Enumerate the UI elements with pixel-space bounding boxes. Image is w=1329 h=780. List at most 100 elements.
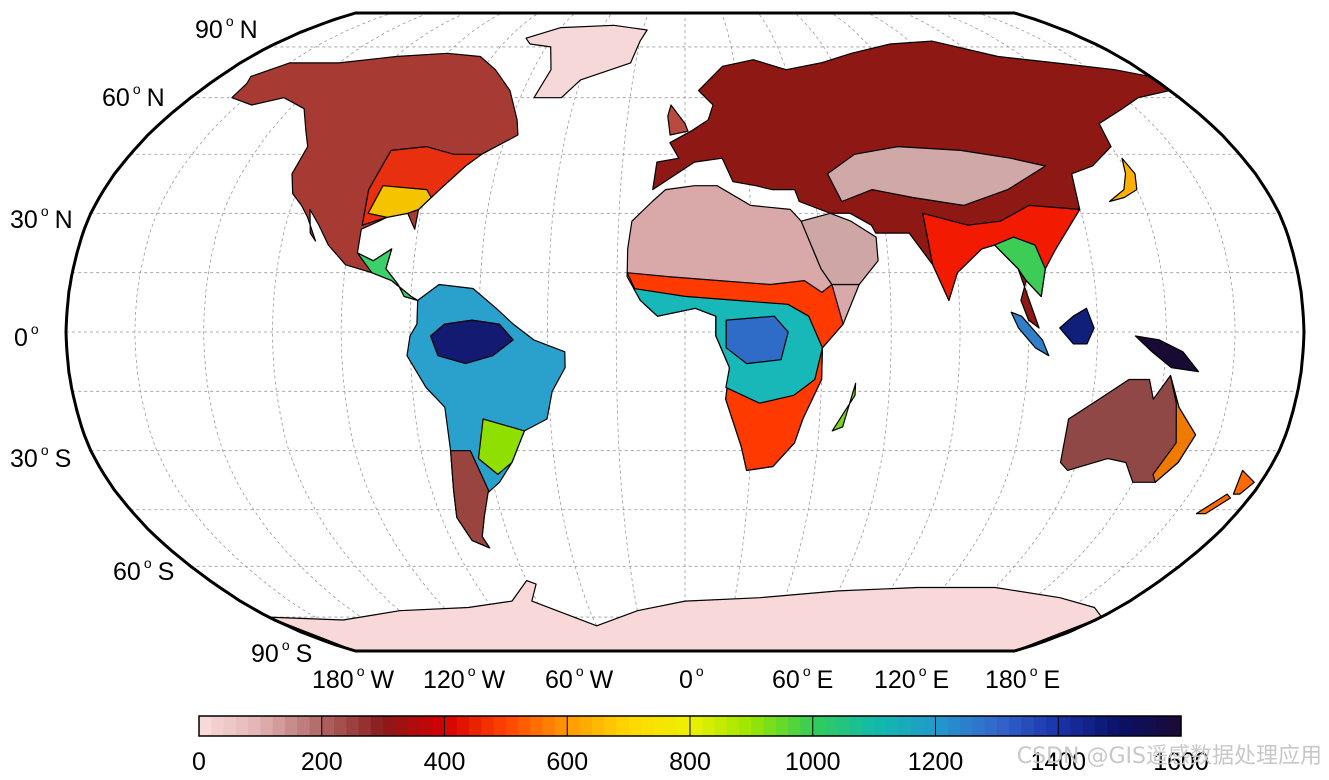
landmass-madagascar [831, 382, 857, 432]
colorbar: 0 200 400 600 800 1000 1200 1400 1600 [192, 715, 1209, 776]
colorbar-ticks [198, 716, 1182, 736]
colorbar-tick-label: 200 [301, 748, 343, 776]
longitude-label: 180 o W [312, 663, 395, 694]
colorbar-cell [407, 716, 421, 736]
landmass-sa-south [450, 450, 491, 549]
colorbar-cell [456, 716, 470, 736]
colorbar-cell [739, 716, 752, 736]
colorbar-tick-label: 1600 [1153, 748, 1209, 776]
colorbar-cell [554, 716, 568, 736]
colorbar-cell [1144, 716, 1158, 736]
landmass-uk [667, 104, 689, 136]
colorbar-cell [1009, 716, 1023, 736]
colorbar-cell [984, 716, 998, 736]
colorbar-cell [1095, 716, 1108, 736]
colorbar-cells [199, 716, 1182, 736]
colorbar-cell [825, 716, 838, 736]
colorbar-cell [726, 716, 740, 736]
colorbar-cell [419, 716, 433, 736]
colorbar-cell [702, 716, 716, 736]
colorbar-cell [653, 716, 667, 736]
colorbar-cell [334, 716, 347, 736]
landmass-sumatra [1010, 311, 1050, 357]
landmass-antarctica [267, 580, 1103, 651]
colorbar-labels: 0 200 400 600 800 1000 1200 1400 1600 [192, 748, 1209, 776]
colorbar-cell [763, 716, 777, 736]
colorbar-cell [935, 716, 949, 736]
landmass-borneo [1059, 307, 1095, 345]
landmass-amazon-core [430, 319, 514, 365]
watermark-text: CSDN @GIS遥感数据处理应用 [1017, 744, 1322, 769]
longitude-label: 120 o W [423, 663, 506, 694]
meridian-line [203, 13, 429, 651]
latitude-label: 60 o N [102, 81, 165, 112]
landmass-central-asia-dry [827, 146, 1046, 206]
landmass-new-zealand-south [1195, 493, 1231, 515]
colorbar-cell [837, 716, 851, 736]
colorbar-tick-label: 0 [192, 748, 206, 776]
longitude-label: 180 o E [985, 663, 1060, 694]
colorbar-cell [775, 716, 789, 736]
landmass-japan [1108, 157, 1138, 203]
colorbar-cell [199, 716, 212, 736]
colorbar-cell [640, 716, 654, 736]
colorbar-cell [960, 716, 973, 736]
colorbar-cell [223, 716, 237, 736]
colorbar-tick-label: 1400 [1030, 748, 1086, 776]
colorbar-cell [432, 716, 446, 736]
colorbar-cell [751, 716, 765, 736]
colorbar-cell [444, 716, 458, 736]
latitude-label: 30 o N [10, 203, 73, 234]
colorbar-cell [861, 716, 875, 736]
landmass-sa-mid [477, 418, 525, 475]
colorbar-cell [910, 716, 924, 736]
latitude-label: 30 o S [10, 442, 71, 473]
colorbar-cell [346, 716, 360, 736]
colorbar-cell [481, 716, 495, 736]
colorbar-cell [1082, 716, 1096, 736]
colorbar-cell [1107, 716, 1121, 736]
landmass-indochina [994, 236, 1046, 297]
colorbar-cell [714, 716, 728, 736]
colorbar-cell [1156, 716, 1170, 736]
colorbar-cell [972, 716, 986, 736]
colorbar-cell [1168, 716, 1182, 736]
colorbar-cell [800, 716, 814, 736]
colorbar-cell [604, 716, 617, 736]
colorbar-cell [1045, 716, 1059, 736]
colorbar-cell [591, 716, 605, 736]
colorbar-cell [567, 716, 581, 736]
colorbar-cell [370, 716, 384, 736]
colorbar-cell [947, 716, 961, 736]
colorbar-cell [788, 716, 802, 736]
colorbar-cell [272, 716, 286, 736]
colorbar-cell [1058, 716, 1072, 736]
meridian-line [340, 13, 503, 651]
landmass-new-guinea [1134, 335, 1200, 373]
colorbar-cell [579, 716, 593, 736]
colorbar-tick-label: 1000 [785, 748, 841, 776]
longitude-label: 60 o W [545, 663, 614, 694]
colorbar-cell [518, 716, 532, 736]
colorbar-cell [542, 716, 556, 736]
colorbar-cell [260, 716, 274, 736]
meridian-line [977, 13, 1236, 651]
colorbar-cell [211, 716, 225, 736]
colorbar-cell [1021, 716, 1035, 736]
colorbar-cell [530, 716, 544, 736]
colorbar-cell [628, 716, 642, 736]
colorbar-cell [358, 716, 372, 736]
landmass-central-america [356, 248, 419, 301]
colorbar-cell [284, 716, 298, 736]
colorbar-cell [812, 716, 826, 736]
latitude-labels: 90 o N 60 o N 30 o N 0 o 30 o S 60 o S 90 o S [10, 13, 312, 668]
colorbar-cell [665, 716, 679, 736]
colorbar-cell [297, 716, 311, 736]
colorbar-cell [898, 716, 912, 736]
colorbar-cell [383, 716, 397, 736]
colorbar-tick-label: 800 [669, 748, 711, 776]
latitude-label: 90 o S [251, 637, 312, 668]
